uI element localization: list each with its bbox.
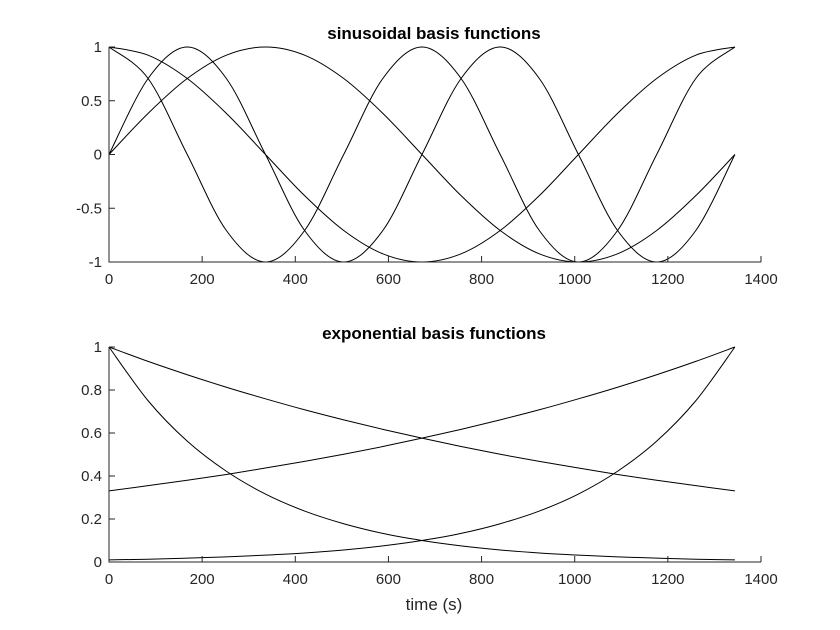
sinusoidal-x-tick-label: 1400 [744, 271, 777, 288]
exponential-x-tick-label: 1200 [651, 571, 684, 588]
exponential-x-tick-label: 0 [105, 571, 113, 588]
sinusoidal-x-ticks: 0 200 400 600 800 1000 1200 1400 [105, 256, 778, 288]
exponential-x-tick-label: 400 [283, 571, 308, 588]
sinusoidal-series-line-4 [108, 46, 736, 263]
sinusoidal-x-tick-label: 600 [376, 271, 401, 288]
sinusoidal-y-tick-label: 1 [94, 39, 102, 56]
exponential-x-ticks: 0 200 400 600 800 1000 1200 1400 [105, 556, 778, 588]
exponential-subplot: exponential basis functions 0 200 400 600 80… [81, 324, 778, 614]
exponential-y-tick-label: 0.8 [81, 382, 102, 399]
exponential-x-tick-label: 800 [469, 571, 494, 588]
sinusoidal-x-tick-label: 800 [469, 271, 494, 288]
exponential-y-tick-label: 0.4 [81, 468, 102, 485]
exponential-y-tick-label: 0.6 [81, 425, 102, 442]
exponential-x-tick-label: 1000 [558, 571, 591, 588]
exponential-y-ticks: 1 0.8 0.6 0.4 0.2 0 [81, 339, 115, 571]
sinusoidal-x-tick-label: 400 [283, 271, 308, 288]
exponential-y-tick-label: 1 [94, 339, 102, 356]
sinusoidal-x-tick-label: 200 [190, 271, 215, 288]
sinusoidal-y-ticks: 1 0.5 0 -0.5 -1 [76, 39, 115, 271]
exponential-x-tick-label: 1400 [744, 571, 777, 588]
exponential-series-line-2 [108, 346, 736, 492]
exponential-y-tick-label: 0.2 [81, 511, 102, 528]
sinusoidal-series-line-3 [108, 46, 736, 263]
exponential-x-tick-label: 600 [376, 571, 401, 588]
exponential-title: exponential basis functions [322, 324, 546, 343]
sinusoidal-x-tick-label: 1200 [651, 271, 684, 288]
sinusoidal-x-tick-label: 0 [105, 271, 113, 288]
sinusoidal-subplot: sinusoidal basis functions 0 200 400 600 800… [76, 24, 778, 288]
sinusoidal-x-tick-label: 1000 [558, 271, 591, 288]
exponential-curves [108, 346, 736, 561]
exponential-y-tick-label: 0 [94, 554, 102, 571]
sinusoidal-y-tick-label: 0 [94, 147, 102, 164]
exponential-series-line-4 [108, 346, 736, 561]
sinusoidal-y-tick-label: -0.5 [76, 200, 102, 217]
sinusoidal-y-tick-label: -1 [89, 254, 102, 271]
exponential-x-tick-label: 200 [190, 571, 215, 588]
sinusoidal-title: sinusoidal basis functions [327, 24, 540, 43]
exponential-x-axis-label: time (s) [406, 595, 463, 614]
sinusoidal-y-tick-label: 0.5 [81, 93, 102, 110]
